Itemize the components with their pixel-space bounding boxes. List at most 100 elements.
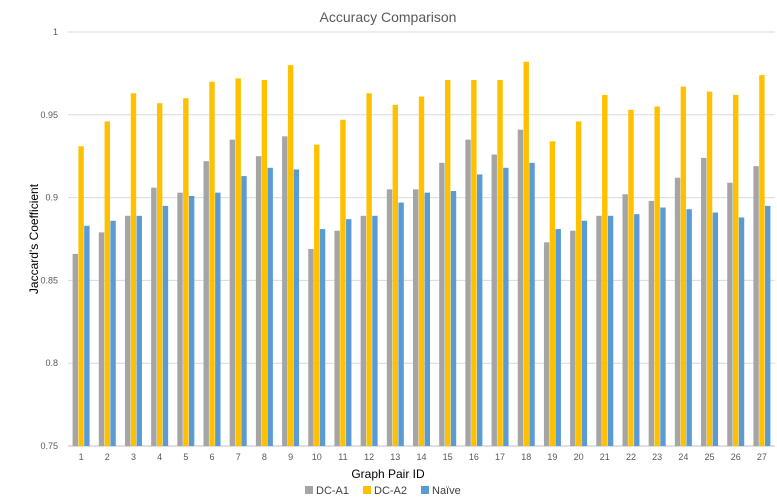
bar-dc-a1-26: [727, 182, 733, 447]
bar-dc-a2-20: [575, 121, 582, 446]
x-tick-label: 10: [312, 452, 322, 462]
legend-swatch: [305, 486, 313, 494]
x-tick-label: 26: [731, 452, 741, 462]
x-tick-label: 6: [210, 452, 215, 462]
bar-dc-a2-25: [706, 91, 713, 446]
y-axis-title: Jaccard's Coefficient: [27, 183, 41, 294]
y-tick-label: 0.8: [45, 358, 58, 368]
bar-na-ve-8: [267, 167, 273, 447]
bar-na-ve-18: [529, 162, 535, 446]
bar-dc-a2-5: [183, 98, 189, 447]
bar-dc-a1-1: [72, 253, 78, 446]
legend-swatch: [421, 486, 429, 494]
x-tick-label: 5: [183, 452, 188, 462]
y-tick-label: 0.75: [40, 441, 58, 451]
x-tick-label: 27: [757, 452, 767, 462]
bar-dc-a1-9: [282, 136, 288, 446]
bar-dc-a1-18: [517, 129, 524, 447]
bar-dc-a2-16: [471, 80, 477, 447]
bar-dc-a1-27: [753, 166, 759, 447]
legend: DC-A1 DC-A2 Naïve: [305, 485, 461, 497]
x-axis-title: Graph Pair ID: [351, 467, 425, 481]
bar-na-ve-15: [450, 190, 457, 446]
bar-na-ve-5: [188, 195, 195, 446]
bar-dc-a2-15: [444, 80, 451, 447]
bar-dc-a1-8: [255, 156, 262, 446]
x-tick-label: 3: [131, 452, 136, 462]
bar-na-ve-7: [241, 176, 247, 446]
bar-na-ve-14: [424, 192, 430, 446]
legend-swatch: [363, 486, 371, 494]
bar-dc-a2-8: [261, 80, 268, 447]
bar-dc-a1-11: [334, 230, 340, 446]
bar-na-ve-11: [346, 219, 352, 446]
bar-na-ve-3: [136, 215, 142, 446]
bar-dc-a1-2: [98, 232, 105, 446]
x-tick-label: 13: [390, 452, 400, 462]
x-tick-label: 25: [705, 452, 715, 462]
x-tick-label: 7: [236, 452, 241, 462]
bar-dc-a2-6: [209, 81, 215, 447]
bar-na-ve-17: [503, 167, 509, 447]
bar-na-ve-22: [634, 214, 640, 446]
bar-na-ve-25: [712, 212, 719, 446]
bar-dc-a1-17: [491, 154, 497, 446]
x-tick-label: 16: [469, 452, 479, 462]
bar-dc-a2-7: [235, 78, 241, 447]
bar-dc-a1-7: [229, 139, 236, 446]
bar-dc-a1-21: [596, 215, 602, 446]
bar-dc-a2-21: [602, 94, 608, 446]
y-tick-label: 0.9: [45, 193, 58, 203]
bar-dc-a1-25: [701, 157, 707, 446]
bar-dc-a2-24: [680, 86, 687, 446]
x-axis-ticks: 1 2 3 4 5 6 7 8 9 10 11 12 13 14 15 16 17 18 19 20 21 22 23 24 2…: [79, 452, 767, 462]
bar-dc-a1-15: [439, 162, 445, 446]
y-tick-label: 0.95: [40, 110, 58, 120]
x-tick-label: 21: [600, 452, 610, 462]
bar-dc-a2-12: [366, 93, 372, 446]
bar-dc-a1-23: [648, 200, 655, 446]
bar-na-ve-26: [738, 217, 745, 446]
bar-na-ve-1: [84, 225, 90, 446]
bar-dc-a1-16: [465, 139, 471, 446]
bar-na-ve-16: [476, 174, 483, 446]
bar-dc-a1-10: [308, 248, 314, 446]
bar-na-ve-23: [660, 207, 666, 446]
bar-na-ve-6: [215, 192, 221, 446]
bar-dc-a2-18: [523, 61, 529, 447]
bar-na-ve-9: [293, 169, 300, 446]
bar-dc-a2-2: [104, 121, 110, 446]
x-tick-label: 22: [626, 452, 636, 462]
bar-dc-a1-5: [177, 192, 183, 446]
bar-dc-a2-27: [759, 75, 765, 446]
bar-dc-a2-23: [654, 106, 660, 447]
bar-dc-a1-22: [622, 194, 628, 446]
bar-na-ve-19: [555, 229, 561, 446]
bar-dc-a1-6: [203, 161, 209, 446]
bar-na-ve-21: [607, 215, 614, 446]
bar-dc-a2-19: [549, 141, 556, 446]
x-tick-label: 24: [678, 452, 688, 462]
y-tick-label: 1: [53, 27, 58, 37]
bar-dc-a2-3: [130, 93, 137, 446]
y-tick-label: 0.85: [40, 275, 58, 285]
x-tick-label: 17: [495, 452, 505, 462]
bar-dc-a1-3: [124, 215, 131, 446]
bar-dc-a2-4: [156, 103, 163, 446]
bar-dc-a1-20: [570, 230, 576, 446]
bar-na-ve-4: [162, 205, 169, 446]
x-tick-label: 19: [547, 452, 557, 462]
bar-dc-a2-13: [392, 104, 399, 446]
bar-dc-a1-13: [386, 189, 393, 446]
bar-na-ve-12: [372, 215, 378, 446]
y-axis-ticks: 0.75 0.8 0.85 0.9 0.95 1: [40, 27, 58, 451]
bar-dc-a2-14: [418, 96, 425, 447]
bar-na-ve-20: [581, 220, 588, 446]
bars: [72, 61, 771, 447]
legend-label: Naïve: [432, 485, 461, 497]
x-tick-label: 12: [364, 452, 374, 462]
bar-dc-a2-1: [78, 146, 84, 447]
x-tick-label: 1: [79, 452, 84, 462]
x-tick-label: 20: [574, 452, 584, 462]
